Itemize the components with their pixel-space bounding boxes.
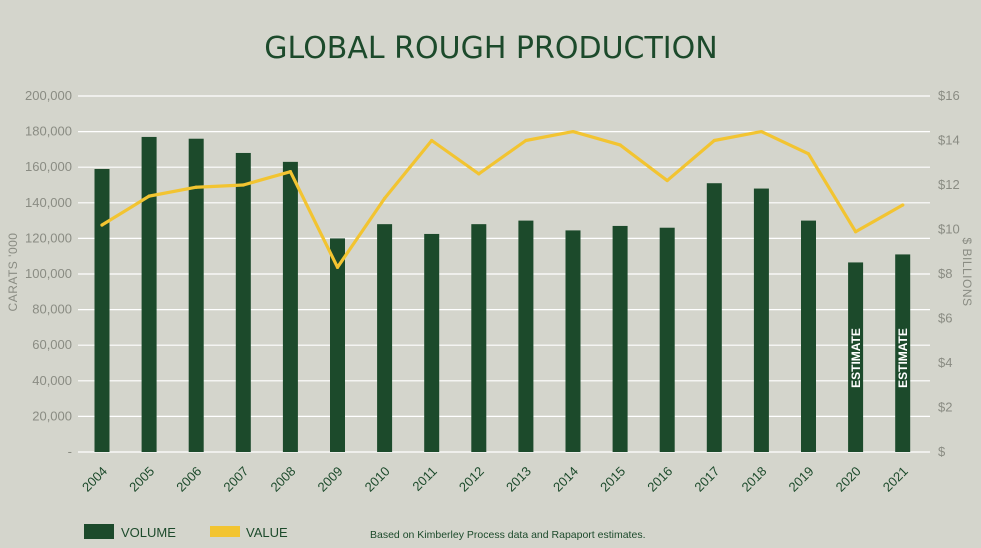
left-tick-label: 120,000 — [25, 230, 72, 245]
value-point-2005 — [147, 194, 151, 198]
value-line-layer — [100, 130, 905, 269]
volume-bar-2006 — [188, 138, 204, 452]
value-point-2020 — [854, 230, 858, 234]
left-tick-label: 140,000 — [25, 195, 72, 210]
source-note: Based on Kimberley Process data and Rapa… — [370, 529, 645, 541]
value-point-2011 — [430, 138, 434, 143]
value-point-2019 — [806, 152, 811, 156]
value-point-2007 — [241, 183, 245, 187]
volume-bars — [94, 136, 911, 453]
value-point-2015 — [618, 143, 622, 147]
volume-bar-2016 — [659, 227, 675, 452]
volume-bar-2017 — [706, 183, 722, 452]
right-tick-label: $8 — [938, 266, 952, 281]
left-tick-label: 60,000 — [32, 337, 72, 352]
value-line — [100, 130, 905, 269]
right-tick-label: $6 — [938, 311, 952, 326]
volume-bar-2012 — [471, 224, 487, 452]
volume-bar-2011 — [424, 233, 440, 452]
legend-label-volume: VOLUME — [121, 525, 176, 540]
legend-swatch-volume — [84, 524, 114, 539]
estimate-label-2020: ESTIMATE — [849, 328, 863, 388]
volume-bar-2020 — [848, 262, 864, 452]
gridlines — [78, 95, 930, 453]
value-point-2014 — [571, 130, 575, 134]
right-tick-label: $14 — [938, 133, 960, 148]
chart-title: GLOBAL ROUGH PRODUCTION — [264, 31, 717, 66]
right-tick-label: $16 — [938, 88, 960, 103]
legend-swatch-value — [210, 526, 240, 537]
right-tick-label: $2 — [938, 400, 952, 415]
value-point-2012 — [477, 172, 481, 176]
right-axis-ticks: $ $2 $4 $6 $8 $10 $12 $14 $16 — [938, 88, 960, 459]
value-point-2008 — [288, 170, 292, 174]
right-tick-label: $12 — [938, 177, 960, 192]
value-point-2010 — [383, 196, 387, 200]
volume-bar-2007 — [235, 152, 251, 452]
volume-bar-2021 — [895, 254, 911, 452]
right-tick-label: $10 — [938, 222, 960, 237]
right-tick-label: $4 — [938, 355, 952, 370]
legend: VOLUME VALUE — [84, 524, 288, 540]
right-axis-label: $ BILLIONS — [960, 237, 974, 306]
volume-bar-2018 — [753, 188, 769, 452]
value-point-2013 — [524, 138, 528, 143]
volume-bar-2015 — [612, 225, 628, 452]
estimate-label-2021: ESTIMATE — [896, 328, 910, 388]
value-point-2016 — [665, 178, 669, 183]
left-tick-label: 200,000 — [25, 88, 72, 103]
right-tick-label: $ — [938, 444, 946, 459]
left-tick-label: 20,000 — [32, 408, 72, 423]
legend-label-value: VALUE — [246, 525, 288, 540]
volume-bar-2004 — [94, 168, 110, 453]
left-tick-label: 80,000 — [32, 302, 72, 317]
volume-bar-2009 — [330, 238, 345, 452]
left-tick-label: 160,000 — [25, 159, 72, 174]
value-point-2009 — [335, 265, 340, 269]
value-point-2017 — [712, 138, 716, 143]
value-point-2004 — [100, 223, 104, 227]
left-tick-label: 180,000 — [25, 124, 72, 139]
volume-bar-2013 — [518, 220, 534, 452]
value-point-2006 — [194, 185, 198, 189]
value-point-2021 — [901, 203, 905, 207]
left-axis-label: CARATS '000 — [6, 233, 20, 312]
volume-bar-2014 — [565, 230, 581, 452]
left-tick-label: 40,000 — [32, 373, 72, 388]
volume-bar-2010 — [377, 224, 393, 452]
volume-bar-2019 — [801, 220, 816, 452]
left-tick-label: - — [68, 444, 72, 459]
estimate-annotations: ESTIMATE ESTIMATE — [849, 328, 910, 388]
value-point-2018 — [759, 130, 764, 134]
volume-bar-2008 — [282, 161, 298, 453]
left-tick-label: 100,000 — [25, 266, 72, 281]
left-axis-ticks: - 20,000 40,000 60,000 80,000 100,000 120,000 1… — [25, 88, 72, 459]
volume-bar-2005 — [141, 136, 157, 452]
